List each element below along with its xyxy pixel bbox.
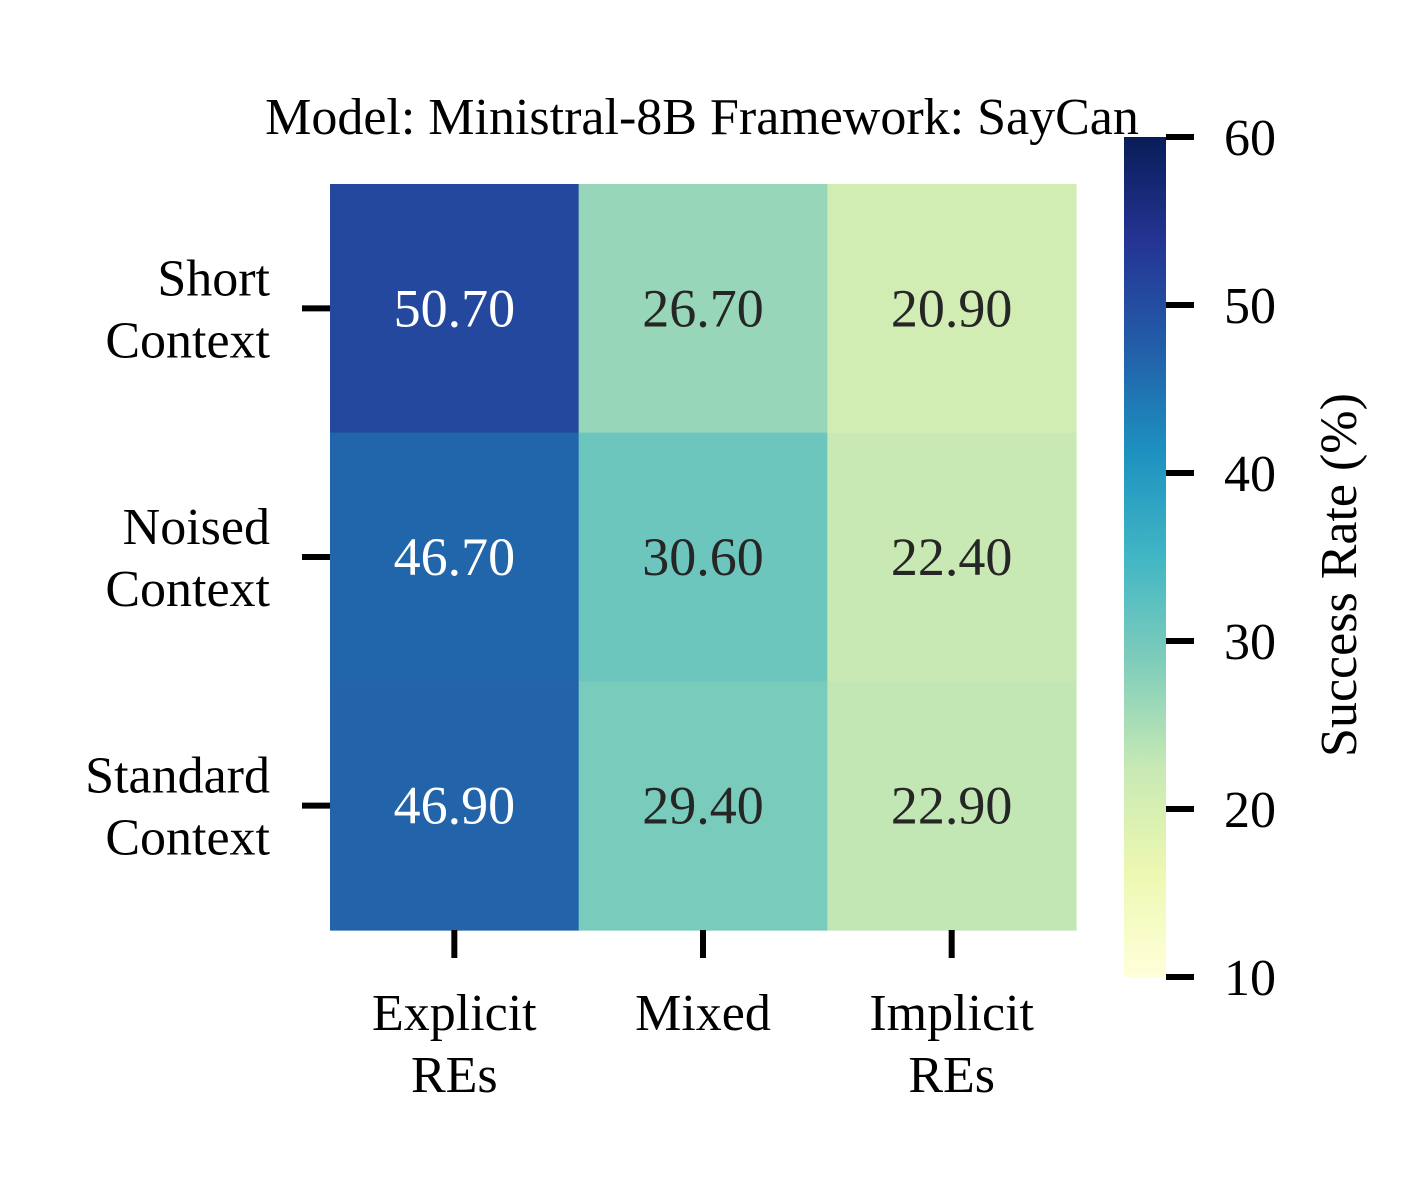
cell-value-label: 30.60 <box>642 527 764 587</box>
cell-annotations: 50.70 26.70 20.90 46.70 30.60 22.40 46.90 29.40… <box>394 278 1013 835</box>
x-tick-label: Implicit <box>869 985 1034 1042</box>
cell-value-label: 20.90 <box>891 278 1013 338</box>
heatmap-cell <box>827 432 1077 682</box>
heatmap-cell <box>330 432 580 682</box>
chart-title: Model: Ministral-8B Framework: SayCan <box>265 89 1139 146</box>
colorbar-tick-label: 40 <box>1224 446 1276 503</box>
y-tick-label: Context <box>105 810 270 867</box>
cell-value-label: 46.90 <box>394 776 516 836</box>
y-tick-label: Standard <box>85 748 270 805</box>
heatmap-cell <box>827 184 1077 434</box>
heatmap-cell <box>330 184 580 434</box>
y-tick-label: Context <box>105 561 270 618</box>
x-tick-label: REs <box>411 1047 498 1104</box>
y-tick-label: Noised <box>123 499 270 556</box>
colorbar-tick-label: 60 <box>1224 110 1276 167</box>
cell-value-label: 50.70 <box>394 278 516 338</box>
x-tick-label: REs <box>908 1047 995 1104</box>
x-tick-label: Explicit <box>372 985 537 1042</box>
colorbar-gradient <box>1124 137 1166 977</box>
cell-value-label: 22.40 <box>891 527 1013 587</box>
heatmap-cells <box>330 184 1077 931</box>
colorbar-tick-label: 10 <box>1224 950 1276 1007</box>
heatmap-cell <box>578 681 828 931</box>
cell-value-label: 46.70 <box>394 527 516 587</box>
colorbar-tick-label: 30 <box>1224 614 1276 671</box>
y-tick-label: Context <box>105 312 270 369</box>
colorbar-tick-label: 50 <box>1224 278 1276 335</box>
colorbar-label: Success Rate (%) <box>1311 393 1368 757</box>
x-tick-label: Mixed <box>635 985 771 1042</box>
heatmap-cell <box>578 184 828 434</box>
cell-value-label: 26.70 <box>642 278 764 338</box>
colorbar-tick-label: 20 <box>1224 782 1276 839</box>
colorbar: 10 20 30 40 50 60 Success Rate (%) <box>1124 110 1368 1007</box>
cell-value-label: 29.40 <box>642 776 764 836</box>
heatmap-cell <box>827 681 1077 931</box>
y-tick-label: Short <box>157 250 270 307</box>
heatmap-cell <box>578 432 828 682</box>
heatmap-cell <box>330 681 580 931</box>
cell-value-label: 22.90 <box>891 776 1013 836</box>
